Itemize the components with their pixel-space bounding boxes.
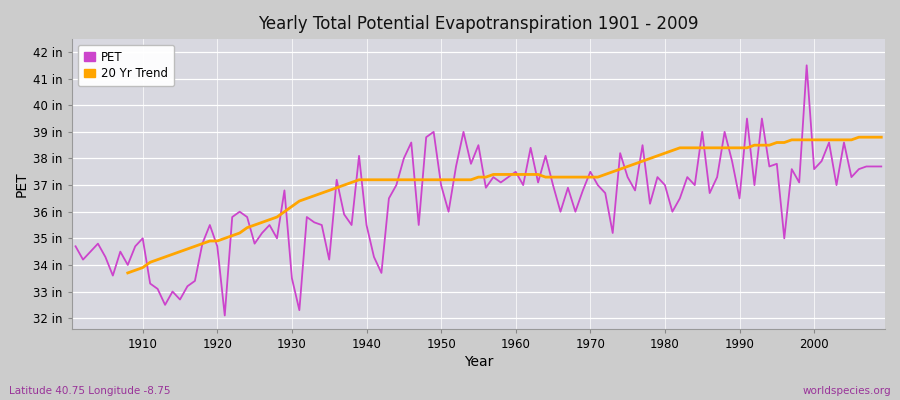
Text: Latitude 40.75 Longitude -8.75: Latitude 40.75 Longitude -8.75 [9,386,170,396]
Legend: PET, 20 Yr Trend: PET, 20 Yr Trend [77,45,175,86]
Y-axis label: PET: PET [15,171,29,196]
Text: worldspecies.org: worldspecies.org [803,386,891,396]
Title: Yearly Total Potential Evapotranspiration 1901 - 2009: Yearly Total Potential Evapotranspiratio… [258,15,698,33]
X-axis label: Year: Year [464,355,493,369]
